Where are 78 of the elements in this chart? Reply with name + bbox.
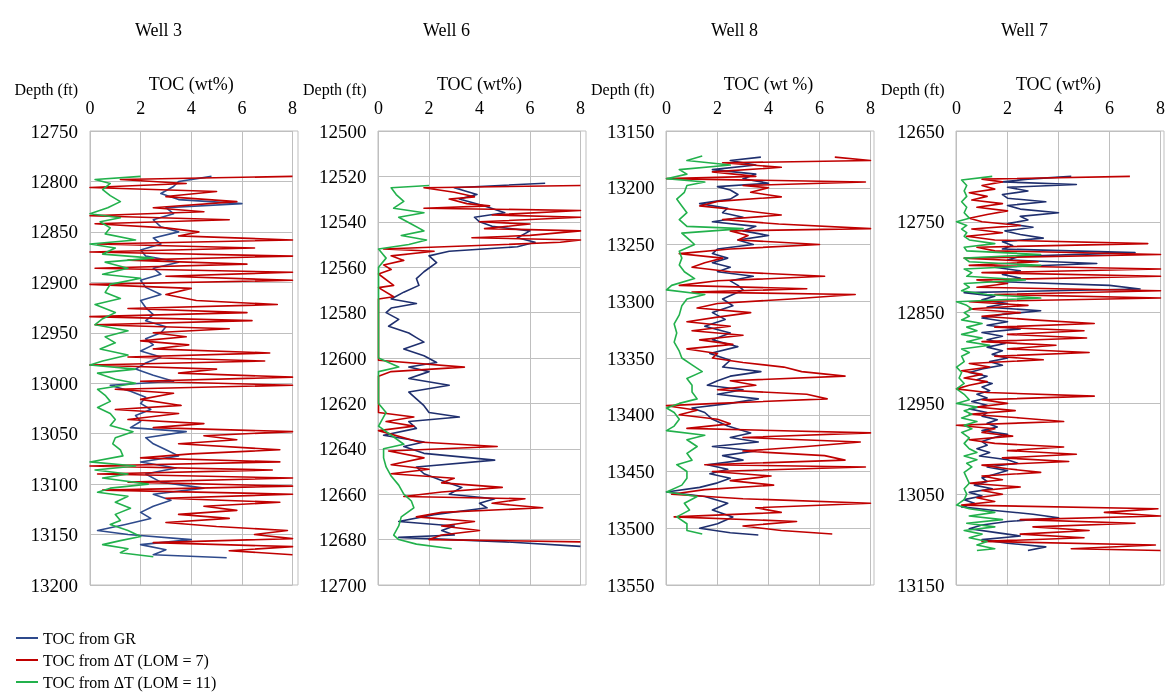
y-tick-label: 12620 — [319, 392, 367, 414]
x-tick-label: 0 — [374, 98, 384, 118]
y-axis-title: Depth (ft) — [591, 81, 655, 100]
line-series — [955, 175, 1042, 552]
line-series — [89, 175, 294, 556]
y-tick-label: 13100 — [30, 473, 78, 495]
y-tick-label: 13200 — [30, 574, 78, 596]
y-tick-label: 13300 — [607, 290, 655, 312]
x-tick-label: 0 — [952, 98, 962, 118]
x-tick-label: 4 — [764, 98, 774, 118]
x-tick-label: 6 — [1105, 98, 1115, 118]
x-axis-title: TOC (wt %) — [723, 74, 814, 95]
y-tick-label: 12580 — [319, 302, 367, 324]
x-tick-label: 6 — [237, 98, 247, 118]
y-tick-label: 12520 — [319, 165, 367, 187]
x-tick-label: 8 — [576, 98, 585, 118]
x-tick-label: 2 — [424, 98, 434, 118]
chart-title: Well 8 — [711, 20, 759, 40]
x-tick-label: 6 — [815, 98, 825, 118]
y-tick-label: 12950 — [897, 392, 945, 414]
x-tick-label: 2 — [136, 98, 146, 118]
x-axis-title: TOC (wt%) — [148, 74, 234, 95]
y-tick-label: 12640 — [319, 438, 367, 460]
x-tick-label: 8 — [1156, 98, 1165, 118]
x-tick-label: 0 — [85, 98, 95, 118]
y-tick-label: 12540 — [319, 211, 367, 233]
x-tick-label: 8 — [866, 98, 875, 118]
y-tick-label: 13400 — [607, 404, 655, 426]
y-tick-label: 12500 — [319, 120, 367, 142]
y-tick-label: 13450 — [607, 461, 655, 482]
legend-label: TOC from ΔT (LOM = 11) — [43, 673, 217, 692]
y-tick-label: 13350 — [607, 347, 655, 369]
x-tick-label: 4 — [475, 98, 485, 118]
y-tick-label: 13250 — [607, 234, 655, 255]
y-tick-label: 12700 — [319, 574, 367, 596]
y-tick-label: 13150 — [897, 574, 945, 596]
x-tick-label: 8 — [288, 98, 297, 118]
y-tick-label: 13550 — [607, 574, 655, 596]
line-series — [665, 156, 872, 535]
x-axis-title: TOC (wt%) — [436, 74, 523, 95]
y-tick-label: 12560 — [319, 256, 367, 278]
y-axis-title: Depth (ft) — [303, 81, 367, 100]
y-axis-title: Depth (ft) — [881, 81, 945, 100]
y-tick-label: 12800 — [30, 170, 78, 192]
x-tick-label: 4 — [1054, 98, 1064, 118]
line-series — [377, 184, 453, 550]
x-tick-label: 2 — [1003, 98, 1013, 118]
y-tick-label: 13150 — [30, 524, 78, 546]
x-tick-label: 4 — [186, 98, 196, 118]
y-tick-label: 12850 — [30, 221, 78, 243]
y-tick-label: 13500 — [607, 517, 655, 539]
y-tick-label: 13150 — [607, 120, 655, 142]
y-tick-label: 12950 — [30, 322, 78, 344]
x-tick-label: 6 — [525, 98, 535, 118]
y-tick-label: 12750 — [30, 120, 78, 142]
y-tick-label: 12600 — [319, 347, 367, 369]
chart-title: Well 7 — [1001, 20, 1049, 40]
y-tick-label: 12850 — [897, 302, 945, 324]
x-axis-title: TOC (wt%) — [1015, 74, 1102, 95]
y-tick-label: 12650 — [897, 120, 945, 142]
chart-title: Well 3 — [135, 20, 183, 40]
y-tick-label: 12900 — [30, 271, 78, 293]
y-tick-label: 13050 — [30, 423, 78, 445]
y-tick-label: 12660 — [319, 483, 367, 505]
chart-title: Well 6 — [423, 20, 471, 40]
y-tick-label: 13050 — [897, 483, 945, 505]
line-series — [89, 175, 155, 558]
y-tick-label: 13000 — [30, 372, 78, 394]
line-series — [96, 175, 243, 559]
legend-label: TOC from GR — [43, 629, 137, 647]
legend-label: TOC from ΔT (LOM = 7) — [43, 651, 209, 670]
x-tick-label: 2 — [713, 98, 723, 118]
y-axis-title: Depth (ft) — [14, 81, 78, 100]
y-tick-label: 12680 — [319, 529, 367, 551]
y-tick-label: 12750 — [897, 211, 945, 233]
line-series — [665, 155, 744, 535]
y-tick-label: 13200 — [607, 177, 655, 199]
x-tick-label: 0 — [662, 98, 672, 118]
